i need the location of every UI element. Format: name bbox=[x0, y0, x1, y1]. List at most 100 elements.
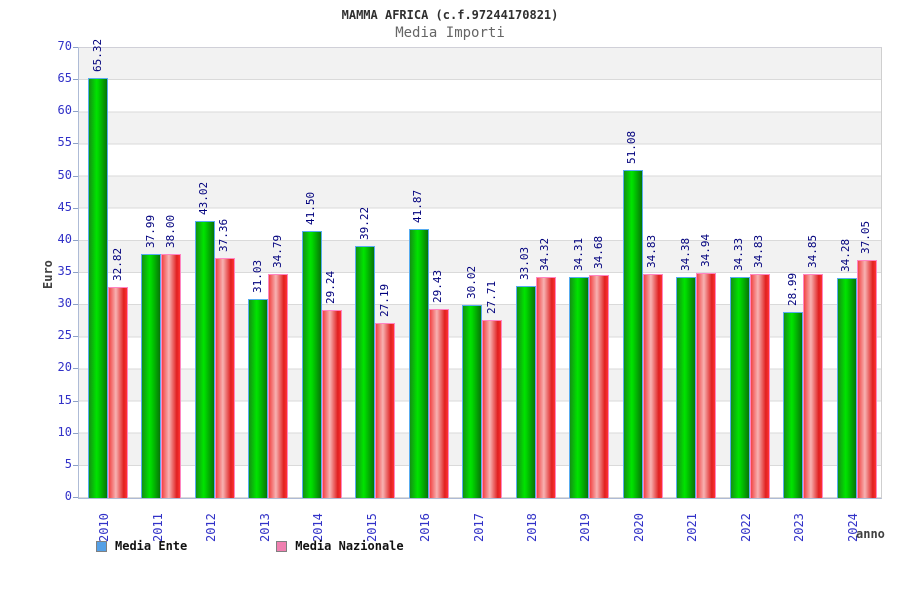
value-label: 41.50 bbox=[304, 192, 318, 226]
value-label: 37.99 bbox=[143, 214, 157, 248]
x-tick-label: 2013 bbox=[257, 513, 272, 542]
y-tick-mark bbox=[73, 304, 78, 306]
bar-media-ente-2015 bbox=[355, 245, 376, 498]
y-tick-mark bbox=[73, 143, 78, 145]
value-label: 65.32 bbox=[90, 38, 104, 73]
value-label: 34.28 bbox=[839, 238, 853, 272]
legend: Media Ente Media Nazionale bbox=[96, 539, 404, 553]
y-tick-label: 20 bbox=[57, 360, 72, 375]
y-tick-mark bbox=[73, 111, 78, 113]
bar-media-ente-2017 bbox=[462, 305, 483, 498]
bar-media-nazionale-2010 bbox=[108, 287, 128, 498]
y-tick-label: 60 bbox=[57, 103, 72, 118]
y-tick-label: 45 bbox=[57, 199, 72, 214]
value-label: 38.00 bbox=[163, 214, 177, 248]
plot-area bbox=[78, 47, 882, 499]
x-tick-label: 2020 bbox=[631, 513, 646, 542]
y-tick-mark bbox=[73, 464, 78, 466]
x-tick-label: 2014 bbox=[311, 513, 326, 542]
bar-media-ente-2022 bbox=[729, 277, 750, 498]
value-label: 37.05 bbox=[859, 220, 873, 254]
bar-media-ente-2019 bbox=[569, 277, 590, 498]
y-tick-label: 55 bbox=[57, 135, 72, 150]
y-tick-label: 15 bbox=[57, 392, 72, 407]
y-tick-mark bbox=[73, 336, 78, 338]
y-tick-mark bbox=[73, 400, 78, 402]
bar-media-ente-2016 bbox=[408, 228, 429, 498]
y-tick-label: 10 bbox=[57, 424, 72, 439]
y-tick-label: 70 bbox=[57, 39, 72, 53]
legend-item-media-nazionale: Media Nazionale bbox=[276, 539, 404, 553]
x-tick-label: 2017 bbox=[471, 513, 486, 542]
value-label: 34.33 bbox=[732, 238, 746, 272]
bar-media-nazionale-2011 bbox=[161, 253, 182, 498]
y-tick-label: 40 bbox=[57, 231, 72, 246]
x-tick-label: 2023 bbox=[792, 513, 807, 542]
bar-media-ente-2020 bbox=[622, 169, 643, 498]
value-label: 27.71 bbox=[484, 280, 498, 314]
value-label: 34.83 bbox=[645, 234, 659, 269]
x-tick-label: 2021 bbox=[685, 513, 700, 542]
bar-media-ente-2023 bbox=[783, 311, 804, 498]
legend-label-media-nazionale: Media Nazionale bbox=[295, 539, 404, 553]
value-label: 33.03 bbox=[518, 246, 532, 280]
bar-media-nazionale-2018 bbox=[535, 277, 556, 498]
y-tick-mark bbox=[73, 272, 78, 273]
x-axis-title: anno bbox=[856, 527, 885, 541]
x-tick-label: 2022 bbox=[738, 513, 753, 542]
value-label: 37.36 bbox=[217, 218, 231, 252]
y-axis-title: Euro bbox=[41, 260, 55, 289]
value-label: 27.19 bbox=[377, 284, 391, 318]
bar-media-ente-2021 bbox=[676, 276, 697, 498]
legend-label-media-ente: Media Ente bbox=[115, 539, 188, 553]
y-tick-label: 25 bbox=[57, 328, 72, 343]
x-tick-label: 2018 bbox=[524, 513, 539, 542]
value-label: 34.68 bbox=[591, 235, 605, 270]
bar-media-ente-2012 bbox=[194, 221, 215, 498]
bar-media-nazionale-2019 bbox=[589, 275, 610, 498]
y-tick-mark bbox=[73, 368, 78, 370]
y-tick-mark bbox=[73, 432, 78, 434]
y-tick-mark bbox=[73, 207, 78, 209]
bar-media-ente-2013 bbox=[248, 298, 269, 498]
y-tick-mark bbox=[73, 497, 78, 498]
y-tick-mark bbox=[73, 175, 78, 177]
y-tick-label: 65 bbox=[57, 71, 72, 86]
bar-media-nazionale-2013 bbox=[268, 274, 289, 498]
value-label: 28.99 bbox=[785, 272, 799, 306]
x-tick-label: 2010 bbox=[97, 513, 112, 542]
value-label: 30.02 bbox=[464, 265, 478, 299]
x-tick-label: 2016 bbox=[418, 513, 433, 542]
bar-media-nazionale-2014 bbox=[321, 310, 342, 498]
y-tick-mark bbox=[73, 239, 78, 241]
value-label: 34.94 bbox=[698, 234, 712, 268]
y-tick-label: 35 bbox=[57, 264, 72, 278]
x-tick-label: 2011 bbox=[150, 513, 165, 542]
value-label: 41.87 bbox=[411, 189, 425, 223]
y-tick-mark bbox=[73, 79, 78, 81]
value-label: 29.24 bbox=[324, 270, 338, 305]
bar-media-ente-2018 bbox=[515, 285, 536, 498]
bar-media-nazionale-2015 bbox=[375, 323, 396, 498]
chart-title: MAMMA AFRICA (c.f.97244170821) bbox=[341, 8, 559, 22]
value-label: 51.08 bbox=[625, 130, 639, 164]
bar-media-nazionale-2024 bbox=[856, 259, 877, 498]
x-tick-label: 2015 bbox=[364, 513, 379, 542]
y-tick-label: 50 bbox=[57, 167, 72, 182]
value-label: 34.83 bbox=[752, 234, 766, 269]
value-label: 29.43 bbox=[431, 269, 445, 303]
value-label: 32.82 bbox=[110, 247, 124, 281]
bar-media-nazionale-2022 bbox=[749, 274, 770, 498]
legend-item-media-ente: Media Ente bbox=[96, 539, 187, 553]
value-label: 39.22 bbox=[357, 206, 371, 240]
bar-media-nazionale-2012 bbox=[214, 257, 235, 498]
bar-media-nazionale-2023 bbox=[803, 273, 824, 498]
value-label: 34.32 bbox=[538, 238, 552, 272]
media-ente-swatch-icon bbox=[96, 540, 107, 552]
y-tick-label: 0 bbox=[64, 489, 72, 503]
value-label: 34.79 bbox=[270, 235, 284, 269]
bar-media-nazionale-2017 bbox=[482, 319, 503, 498]
chart-subtitle: Media Importi bbox=[395, 25, 505, 41]
y-tick-mark bbox=[73, 47, 78, 48]
